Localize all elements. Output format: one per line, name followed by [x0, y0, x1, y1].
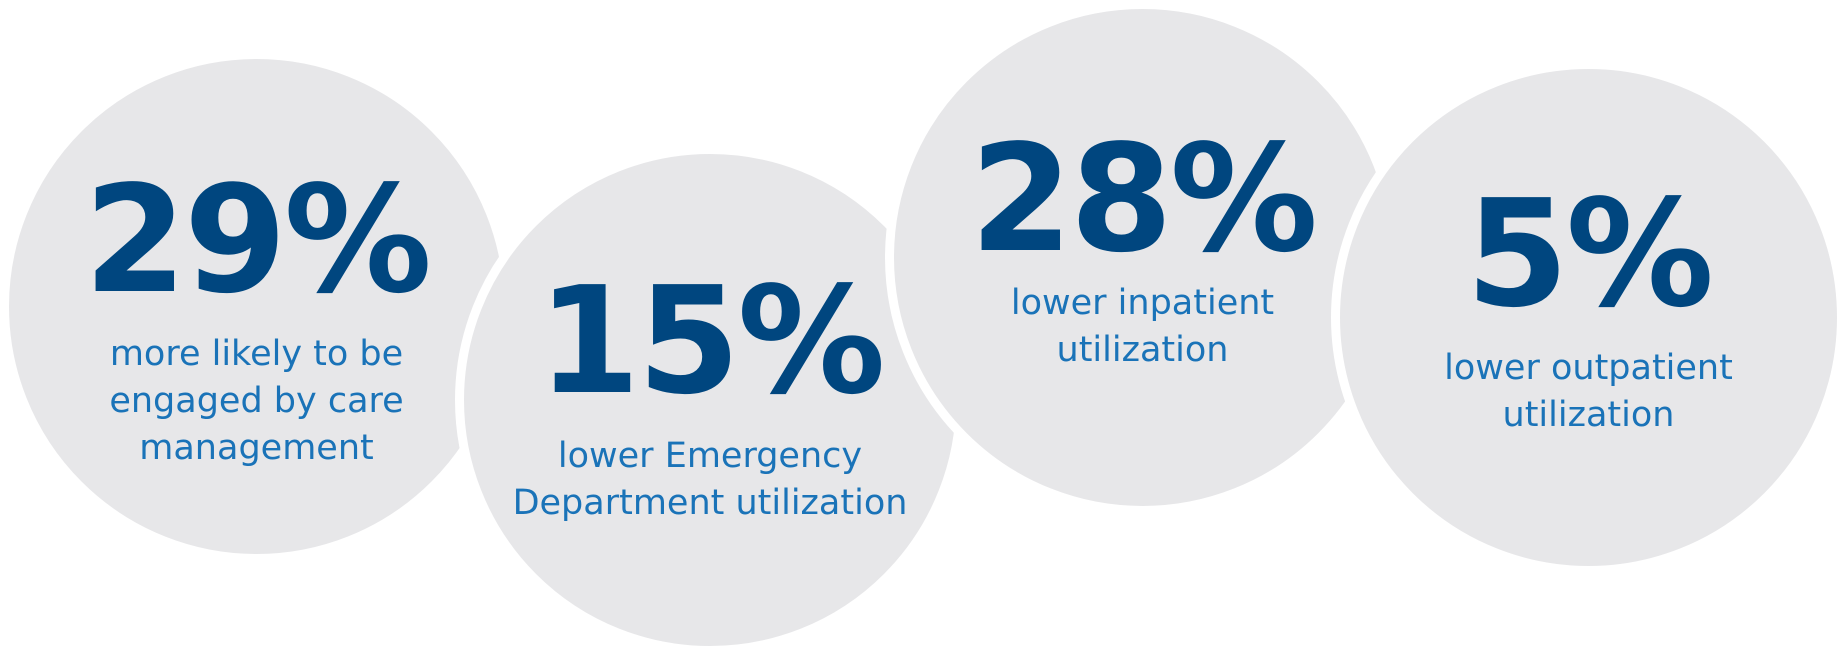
stat-caption-line: engaged by care [109, 381, 404, 421]
stat-caption-line: lower inpatient [1010, 283, 1275, 323]
stat-caption: lower Emergency Department utilization [464, 433, 956, 527]
stat-caption-line: lower Emergency [557, 436, 863, 476]
stat-caption-line: management [139, 428, 374, 468]
stat-bubble-emergency: 15% lower Emergency Department utilizati… [455, 145, 965, 655]
stat-bubble-outpatient: 5% lower outpatient utilization [1331, 60, 1845, 575]
stat-caption-line: Department utilization [512, 483, 908, 523]
stat-caption: lower inpatient utilization [894, 280, 1391, 374]
stat-caption: more likely to be engaged by care manage… [9, 331, 504, 472]
stat-caption-line: lower outpatient [1444, 348, 1733, 388]
stat-bubble-inpatient: 28% lower inpatient utilization [885, 0, 1400, 515]
stat-value: 28% [969, 113, 1318, 285]
stat-value: 5% [1465, 168, 1714, 340]
stat-caption-line: utilization [1502, 395, 1675, 435]
stat-value: 15% [537, 255, 885, 427]
stat-value: 29% [83, 154, 432, 326]
stat-caption-line: more likely to be [109, 334, 404, 374]
stat-caption-line: utilization [1056, 330, 1229, 370]
stat-bubble-engagement: 29% more likely to be engaged by care ma… [0, 50, 513, 563]
stat-caption: lower outpatient utilization [1340, 345, 1837, 439]
